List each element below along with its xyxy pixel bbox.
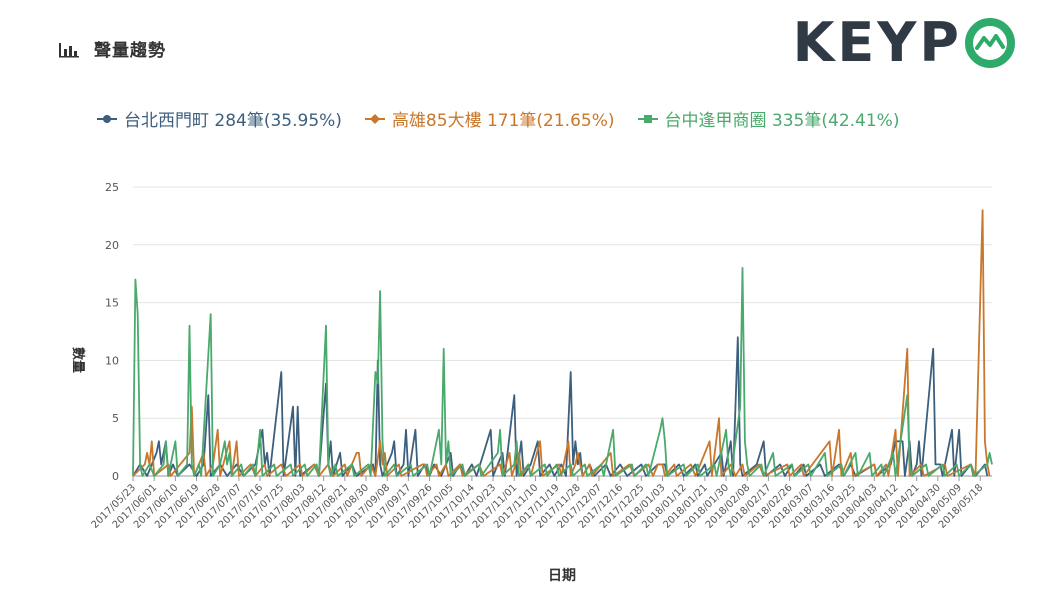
legend-label: 高雄85大樓 171筆(21.65%)	[391, 111, 615, 131]
legend-item-fengjia[interactable]: 台中逢甲商圈 335筆(42.41%)	[637, 106, 900, 131]
chart-series	[132, 209, 993, 477]
legend-label: 台北西門町 284筆(35.95%)	[124, 111, 342, 131]
legend-marker-circle-icon	[97, 114, 117, 123]
legend-label: 台中逢甲商圈 335筆(42.41%)	[664, 111, 900, 131]
y-tick-label: 25	[105, 181, 119, 194]
y-tick-label: 5	[112, 412, 119, 425]
series-line-2[interactable]	[132, 267, 993, 477]
legend-item-85-tower[interactable]: 高雄85大樓 171筆(21.65%)	[364, 106, 615, 131]
logo-o-icon	[965, 18, 1015, 68]
bar-chart-icon	[59, 42, 79, 57]
legend-marker-diamond-icon	[364, 113, 385, 124]
x-axis-label: 日期	[548, 568, 576, 584]
y-axis-label: 數量	[70, 347, 86, 373]
y-tick-label: 20	[105, 239, 119, 252]
y-axis: 0 5 10 15 20 25	[105, 181, 119, 483]
y-tick-label: 10	[105, 354, 119, 367]
x-axis: 2017/05/232017/06/012017/06/102017/06/19…	[90, 476, 985, 531]
logo-text: KEYP	[792, 11, 962, 74]
legend-marker-square-icon	[637, 114, 658, 123]
chart-legend: 台北西門町 284筆(35.95%) 高雄85大樓 171筆(21.65%) 台…	[96, 106, 899, 131]
keypo-logo: KEYP	[793, 16, 1016, 70]
legend-item-ximending[interactable]: 台北西門町 284筆(35.95%)	[96, 106, 342, 131]
page-title: 聲量趨勢	[94, 41, 166, 61]
chart-header: 聲量趨勢	[58, 36, 166, 61]
y-tick-label: 15	[105, 297, 119, 310]
y-tick-label: 0	[112, 470, 119, 483]
